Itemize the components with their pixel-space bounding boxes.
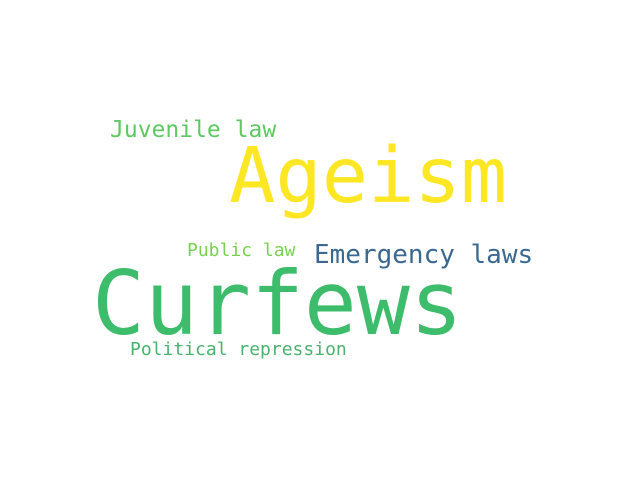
word-emergency-laws: Emergency laws xyxy=(314,240,534,270)
word-ageism: Ageism xyxy=(229,132,508,221)
word-curfews: Curfews xyxy=(92,252,463,355)
word-juvenile-law: Juvenile law xyxy=(110,117,277,143)
word-political-repression: Political repression xyxy=(130,339,347,360)
word-public-law: Public law xyxy=(187,240,296,261)
